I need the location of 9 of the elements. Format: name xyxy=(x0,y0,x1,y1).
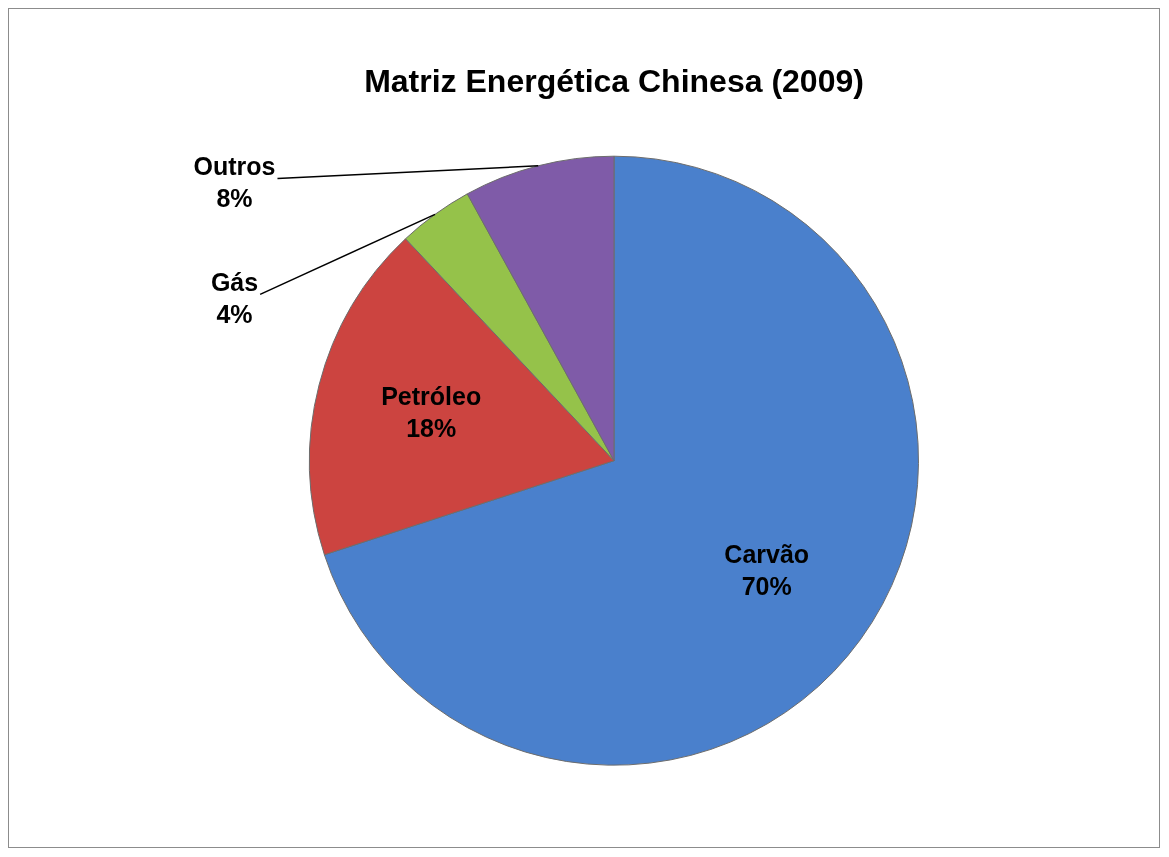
slice-label: Outros xyxy=(193,152,276,181)
slice-label: Gás xyxy=(210,268,259,297)
slice-label: Carvão xyxy=(724,539,810,568)
chart-title: Matriz Energética Chinesa (2009) xyxy=(364,63,864,100)
data-label: 8% xyxy=(216,184,253,213)
data-label: 4% xyxy=(216,300,253,329)
data-label: 70% xyxy=(741,571,792,600)
data-label: 18% xyxy=(406,413,457,442)
slice-label: Petróleo xyxy=(381,381,482,410)
